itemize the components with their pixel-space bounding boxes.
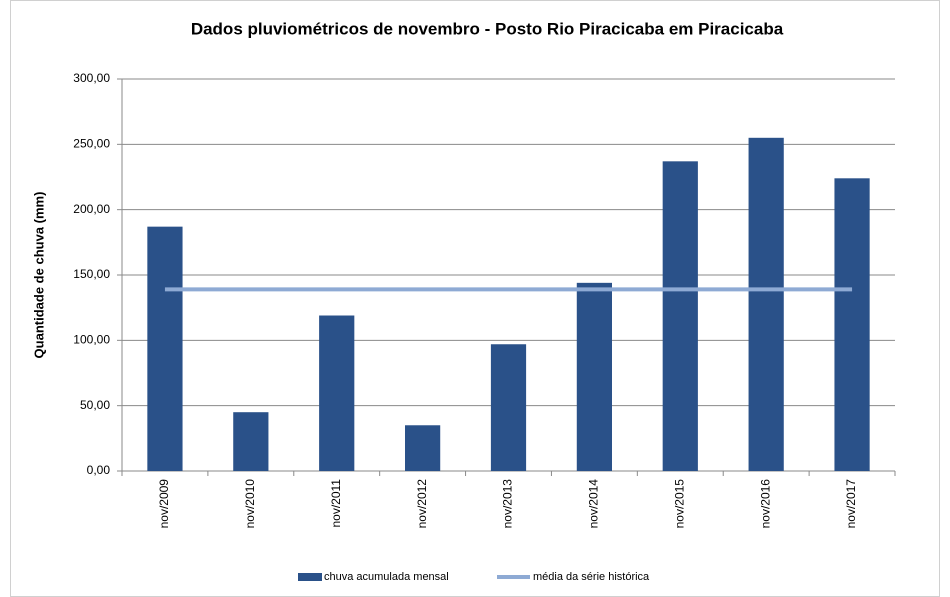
y-tick-label: 300,00	[73, 71, 110, 85]
x-tick-label: nov/2010	[243, 479, 257, 529]
x-tick-label: nov/2012	[415, 479, 429, 529]
y-tick-label: 50,00	[80, 398, 110, 412]
x-tick-label: nov/2015	[672, 479, 686, 529]
bar	[576, 282, 612, 471]
legend-label: média da série histórica	[533, 571, 650, 583]
bar	[748, 137, 784, 472]
y-tick-label: 0,00	[87, 463, 111, 477]
y-tick-label: 150,00	[73, 267, 110, 281]
y-tick-label: 250,00	[73, 137, 110, 151]
y-tick-label: 200,00	[73, 202, 110, 216]
bar	[490, 344, 527, 471]
x-tick-label: nov/2017	[844, 479, 858, 529]
bar	[147, 226, 183, 471]
x-tick-label: nov/2016	[758, 479, 772, 529]
y-tick-label: 100,00	[73, 333, 110, 347]
bar	[319, 315, 355, 471]
bar	[834, 178, 870, 471]
x-tick-label: nov/2014	[587, 479, 601, 529]
legend-label: chuva acumulada mensal	[324, 571, 449, 583]
x-tick-label: nov/2013	[501, 479, 515, 529]
bar	[662, 161, 698, 471]
bar	[233, 412, 269, 471]
chart-title: Dados pluviométricos de novembro - Posto…	[191, 19, 784, 38]
legend-swatch	[298, 573, 322, 581]
y-axis-label: Quantidade de chuva (mm)	[31, 192, 46, 359]
x-tick-label: nov/2009	[157, 479, 171, 529]
x-tick-label: nov/2011	[329, 479, 343, 528]
bar	[405, 425, 441, 471]
